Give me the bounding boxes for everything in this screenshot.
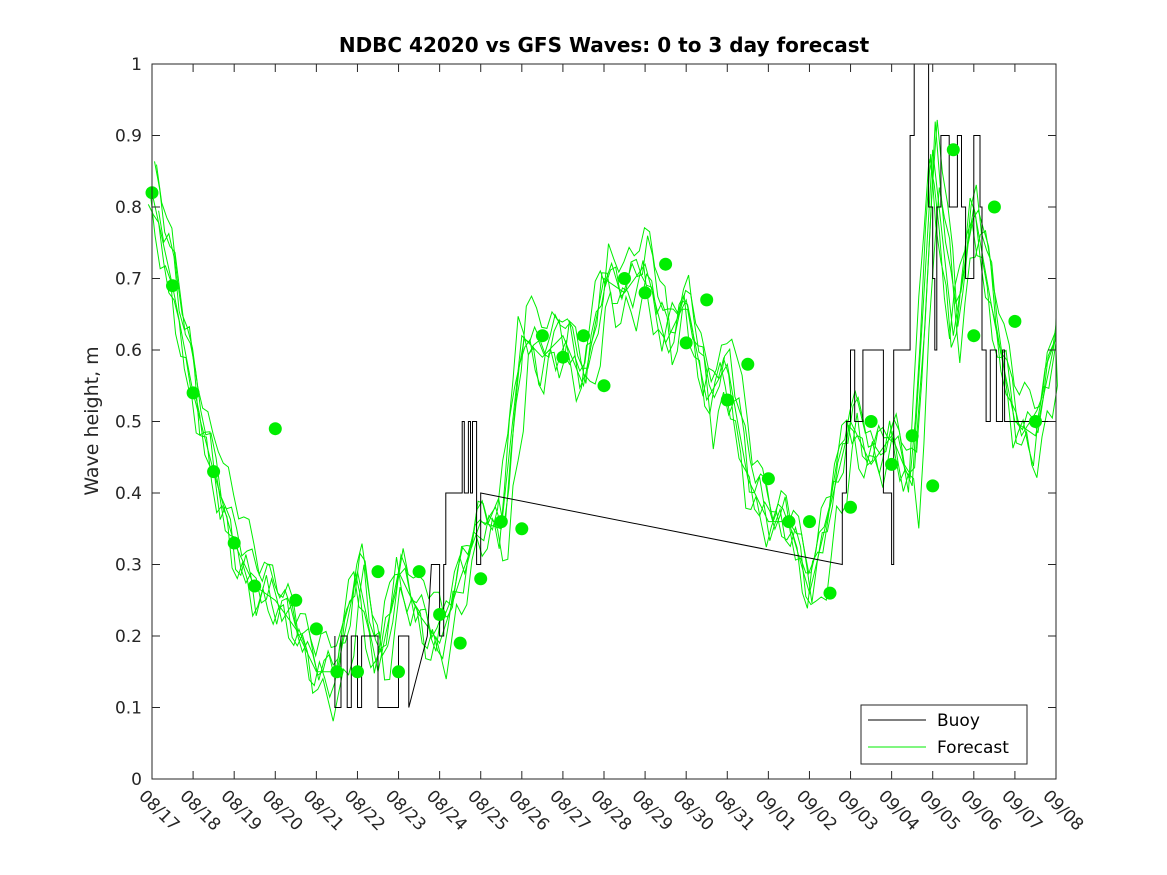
forecast-run-0 (151, 149, 1057, 673)
forecast-marker (844, 500, 857, 514)
x-tick-label: 08/18 (176, 786, 225, 835)
y-axis-label: Wave height, m (81, 346, 103, 495)
forecast-marker (720, 393, 734, 407)
forecast-marker (556, 350, 570, 364)
forecast-marker (741, 357, 755, 371)
forecast-marker (782, 515, 796, 529)
forecast-marker (289, 593, 303, 607)
y-tick-label: 0.4 (115, 484, 142, 504)
x-tick-label: 08/30 (669, 786, 718, 835)
legend: Buoy Forecast (860, 704, 1028, 765)
forecast-marker (474, 572, 488, 586)
forecast-marker (864, 415, 878, 428)
x-tick-label: 08/21 (299, 786, 348, 835)
y-tick-label: 0.6 (115, 341, 142, 361)
x-tick-label: 08/23 (381, 786, 430, 835)
y-tick-label: 0.9 (115, 127, 142, 147)
forecast-marker (597, 379, 611, 393)
x-tick-label: 08/24 (422, 786, 471, 835)
forecast-marker (679, 336, 693, 350)
forecast-marker (494, 515, 508, 529)
forecast-run-5 (147, 158, 1057, 677)
y-tick-label: 0.2 (115, 627, 142, 647)
chart-title: NDBC 42020 vs GFS Waves: 0 to 3 day fore… (339, 33, 870, 57)
y-tick-label: 0.3 (115, 556, 142, 576)
x-tick-label: 09/04 (874, 786, 923, 835)
forecast-marker (186, 386, 200, 400)
y-tick-label: 0.1 (115, 699, 142, 719)
forecast-marker (248, 579, 262, 593)
x-tick-label: 09/07 (997, 786, 1046, 835)
forecast-marker (967, 329, 981, 343)
forecast-marker (823, 586, 837, 600)
forecast-marker (618, 272, 631, 285)
forecast-marker (309, 622, 323, 636)
forecast-markers (145, 143, 1042, 679)
forecast-marker (412, 565, 426, 579)
forecast-run-1 (154, 121, 1057, 681)
y-tick-label: 0 (131, 770, 142, 790)
forecast-marker (227, 536, 241, 550)
y-tick-label: 0.5 (115, 413, 142, 433)
forecast-marker (946, 143, 960, 157)
buoy-line (334, 63, 1056, 708)
x-tick-label: 08/17 (134, 786, 183, 835)
forecast-marker (885, 457, 899, 471)
forecast-marker (577, 329, 590, 343)
forecast-marker (926, 479, 940, 493)
x-tick-label: 09/03 (833, 786, 882, 835)
forecast-marker (392, 665, 405, 679)
x-tick-label: 08/25 (463, 786, 512, 835)
forecast-marker (453, 636, 467, 650)
y-tick-label: 0.8 (115, 198, 142, 218)
x-tick-label: 08/29 (628, 786, 677, 835)
plot-background (152, 64, 1056, 779)
legend-box (860, 704, 1028, 765)
forecast-run-4 (158, 187, 1058, 722)
x-tick-label: 09/02 (792, 786, 841, 835)
forecast-marker (761, 472, 775, 486)
forecast-run-3 (156, 119, 1057, 658)
x-tick-label: 08/26 (504, 786, 553, 835)
forecast-marker (700, 293, 714, 307)
x-tick-label: 08/31 (710, 786, 759, 835)
x-tick-label: 09/01 (751, 786, 800, 835)
forecast-marker (207, 465, 221, 479)
forecast-series (147, 119, 1058, 722)
x-tick-label: 09/05 (915, 786, 964, 835)
forecast-marker (659, 257, 673, 271)
forecast-marker (1029, 415, 1042, 428)
x-tick-label: 09/08 (1038, 786, 1087, 835)
forecast-marker (351, 665, 364, 679)
forecast-marker (330, 665, 344, 679)
forecast-marker (1008, 314, 1022, 328)
forecast-marker (433, 608, 447, 621)
x-tick-label: 08/22 (340, 786, 389, 835)
forecast-marker (803, 515, 816, 529)
forecast-marker (268, 422, 282, 436)
legend-label-forecast: Forecast (937, 738, 1009, 758)
x-tick-label: 08/19 (217, 786, 266, 835)
forecast-marker (371, 565, 385, 579)
forecast-marker (515, 522, 529, 536)
buoy-series (334, 63, 1056, 708)
legend-label-buoy: Buoy (937, 711, 980, 731)
y-tick-label: 0.7 (115, 270, 142, 290)
forecast-marker (987, 200, 1001, 214)
forecast-marker (905, 429, 919, 443)
forecast-marker (638, 286, 652, 300)
y-tick-label: 1 (131, 55, 142, 75)
x-tick-label: 08/28 (586, 786, 635, 835)
forecast-marker (166, 279, 179, 293)
forecast-run-2 (149, 154, 1057, 699)
x-tick-label: 08/27 (545, 786, 594, 835)
forecast-marker (535, 329, 549, 343)
x-tick-label: 09/06 (956, 786, 1005, 835)
x-tick-label: 08/20 (258, 786, 307, 835)
